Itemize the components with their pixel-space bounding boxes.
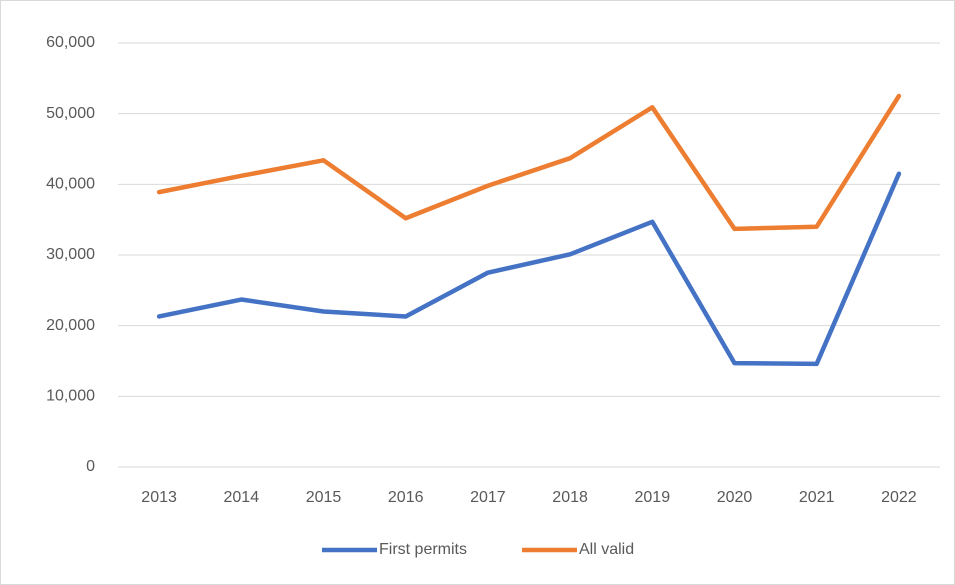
y-tick-label: 10,000: [46, 388, 95, 405]
x-tick-label: 2015: [306, 489, 342, 506]
x-tick-label: 2022: [881, 489, 917, 506]
series-line: [156, 93, 902, 232]
y-tick-label: 50,000: [46, 105, 95, 122]
y-tick-label: 40,000: [46, 176, 95, 193]
x-tick-label: 2017: [470, 489, 506, 506]
y-tick-label: 20,000: [46, 317, 95, 334]
x-tick-label: 2018: [552, 489, 588, 506]
x-tick-label: 2016: [388, 489, 424, 506]
x-tick-label: 2014: [224, 489, 260, 506]
series-line: [156, 171, 902, 367]
y-tick-label: 30,000: [46, 246, 95, 263]
x-tick-label: 2013: [141, 489, 177, 506]
x-tick-label: 2021: [799, 489, 835, 506]
x-tick-label: 2020: [717, 489, 753, 506]
x-tick-label: 2019: [635, 489, 671, 506]
y-tick-label: 0: [86, 458, 95, 475]
y-tick-label: 60,000: [46, 34, 95, 51]
legend-label: All valid: [579, 541, 634, 558]
legend-label: First permits: [379, 541, 467, 558]
